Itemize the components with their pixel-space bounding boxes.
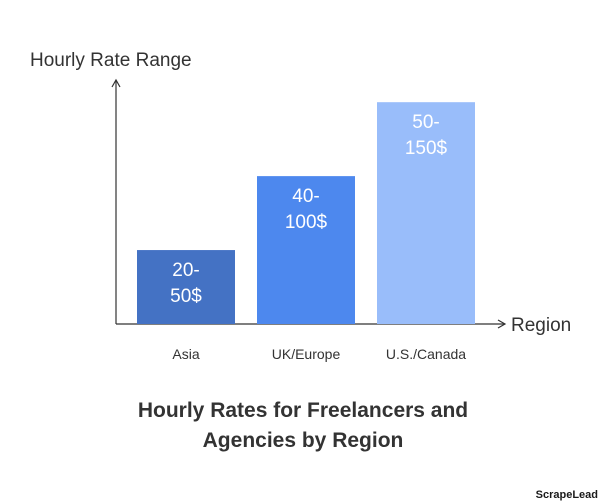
bar-data-label: 40-100$ [285,186,328,233]
bar-u-s-canada [377,102,475,324]
bar-asia [137,250,235,324]
bars-group: 20-50$ Asia 40-100$ UK/Europe 50-150$ U.S./Ca… [137,102,475,362]
x-tick-label: U.S./Canada [386,346,466,362]
bar-data-label: 50-150$ [405,112,448,159]
y-axis-title: Hourly Rate Range [30,50,192,71]
bar-data-label: 20-50$ [170,260,202,307]
x-axis-title: Region [511,315,571,336]
bar-uk-europe [257,176,355,324]
brand-logo-text: ScrapeLead [535,489,598,501]
chart-title: Hourly Rates for Freelancers and Agencie… [137,399,469,452]
x-tick-label: Asia [172,346,199,362]
x-tick-label: UK/Europe [272,346,341,362]
